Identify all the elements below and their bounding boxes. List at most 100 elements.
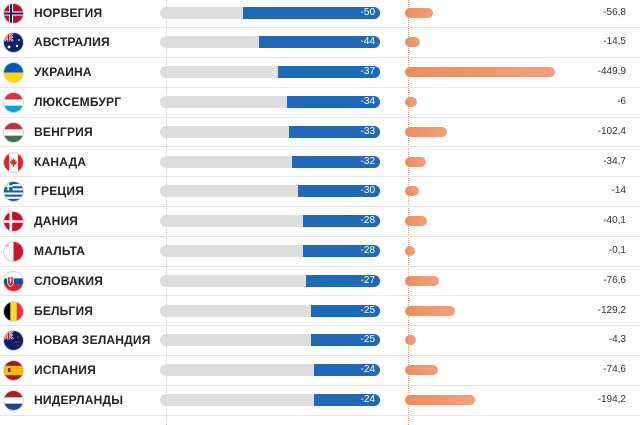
value-a-label: -30	[360, 185, 375, 197]
chart-row: ВЕНГРИЯ -33 -102,4	[0, 118, 640, 148]
value-a-bar: -50	[242, 6, 380, 19]
canada-flag-icon	[4, 152, 23, 172]
new-zealand-flag-icon	[4, 331, 23, 351]
value-a-bar: -44	[259, 36, 380, 49]
denmark-flag-icon	[4, 212, 23, 232]
value-a-label: -28	[360, 244, 375, 256]
value-a-bar: -27	[305, 274, 380, 287]
value-b-bar	[405, 216, 428, 227]
value-b-bar	[405, 156, 426, 167]
bar-track: -37	[160, 66, 380, 79]
value-a-label: -25	[360, 304, 375, 316]
value-a-bar: -32	[292, 155, 380, 168]
value-a-label: -24	[360, 364, 375, 376]
ukraine-flag-icon	[4, 63, 23, 83]
spain-flag-icon	[4, 361, 23, 381]
value-b-label: -14,5	[603, 36, 626, 48]
bar-track: -30	[160, 185, 380, 198]
country-label: НИДЕРЛАНДЫ	[34, 392, 124, 407]
value-a-bar: -28	[303, 215, 380, 228]
value-a-label: -27	[360, 274, 375, 286]
value-b-bar	[405, 335, 417, 346]
chart-row: БЕЛЬГИЯ -25 -129,2	[0, 297, 640, 327]
chart-row: УКРАИНА -37 -449,9	[0, 58, 640, 88]
value-a-label: -24	[360, 393, 375, 405]
value-a-label: -37	[360, 66, 375, 78]
value-a-bar: -24	[314, 364, 380, 377]
value-b-label: -102,4	[597, 125, 626, 137]
norway-flag-icon	[4, 3, 23, 23]
value-b-label: -449,9	[597, 66, 626, 78]
value-b-bar	[405, 186, 420, 197]
value-b-label: -14	[611, 185, 626, 197]
value-b-label: -0,1	[608, 244, 626, 256]
chart-row: ЛЮКСЕМБУРГ -34 -6	[0, 88, 640, 118]
value-a-label: -44	[360, 36, 375, 48]
country-label: СЛОВАКИЯ	[34, 273, 104, 288]
value-a-bar: -25	[311, 304, 380, 317]
country-label: НОРВЕГИЯ	[34, 5, 103, 20]
value-b-bar	[405, 67, 555, 78]
bar-track: -25	[160, 334, 380, 347]
value-a-label: -25	[360, 334, 375, 346]
value-b-bar	[405, 7, 433, 18]
belgium-flag-icon	[4, 301, 23, 321]
country-label: КАНАДА	[34, 154, 87, 169]
value-b-label: -74,6	[603, 364, 626, 376]
value-a-bar: -37	[278, 66, 380, 79]
country-label: ДАНИЯ	[34, 214, 79, 229]
orange-axis-line	[408, 0, 409, 425]
country-label: АВСТРАЛИЯ	[34, 35, 110, 50]
netherlands-flag-icon	[4, 390, 23, 410]
country-label: ИСПАНИЯ	[34, 363, 96, 378]
country-label: ВЕНГРИЯ	[34, 124, 93, 139]
chart-row: НИДЕРЛАНДЫ -24 -194,2	[0, 386, 640, 416]
value-a-bar: -33	[289, 125, 380, 138]
value-a-label: -32	[360, 155, 375, 167]
country-label: УКРАИНА	[34, 65, 92, 80]
bar-track: -25	[160, 304, 380, 317]
bar-track: -24	[160, 393, 380, 406]
value-b-bar	[405, 126, 447, 137]
value-b-label: -40,1	[603, 215, 626, 227]
chart-row: КАНАДА -32 -34,7	[0, 148, 640, 178]
value-b-bar	[405, 275, 439, 286]
greece-flag-icon	[4, 182, 23, 202]
country-label: ГРЕЦИЯ	[34, 184, 85, 199]
value-b-label: -6	[617, 95, 626, 107]
chart-row: НОВАЯ ЗЕЛАНДИЯ -25 -4,3	[0, 326, 640, 357]
australia-flag-icon	[4, 33, 23, 53]
chart-row: НОРВЕГИЯ -50 -56,8	[0, 0, 640, 29]
value-a-bar: -30	[297, 185, 380, 198]
bar-track: -27	[160, 274, 380, 287]
bar-track: -32	[160, 155, 380, 168]
slovakia-flag-icon	[4, 271, 23, 291]
value-b-label: -56,8	[603, 6, 626, 18]
bar-track: -28	[160, 215, 380, 228]
chart-row: ДАНИЯ -28 -40,1	[0, 207, 640, 237]
value-a-label: -28	[360, 215, 375, 227]
value-a-bar: -25	[311, 334, 380, 347]
bar-track: -34	[160, 95, 380, 108]
bar-track: -24	[160, 364, 380, 377]
value-b-bar	[405, 305, 456, 316]
value-b-bar	[405, 394, 476, 405]
bar-track: -28	[160, 244, 380, 257]
country-label: БЕЛЬГИЯ	[34, 303, 94, 318]
value-b-label: -76,6	[603, 274, 626, 286]
country-label: ЛЮКСЕМБУРГ	[34, 94, 122, 109]
value-a-bar: -34	[286, 95, 380, 108]
hungary-flag-icon	[4, 122, 23, 142]
value-a-bar: -24	[314, 393, 380, 406]
value-a-label: -50	[360, 6, 375, 18]
value-b-bar	[405, 96, 417, 107]
value-a-bar: -28	[303, 244, 380, 257]
chart-row: ИСПАНИЯ -24 -74,6	[0, 356, 640, 386]
luxembourg-flag-icon	[4, 92, 23, 112]
value-b-label: -34,7	[603, 155, 626, 167]
value-b-bar	[405, 37, 420, 48]
bar-track: -44	[160, 36, 380, 49]
chart-row: МАЛЬТА -28 -0,1	[0, 237, 640, 267]
country-label: НОВАЯ ЗЕЛАНДИЯ	[34, 333, 151, 348]
